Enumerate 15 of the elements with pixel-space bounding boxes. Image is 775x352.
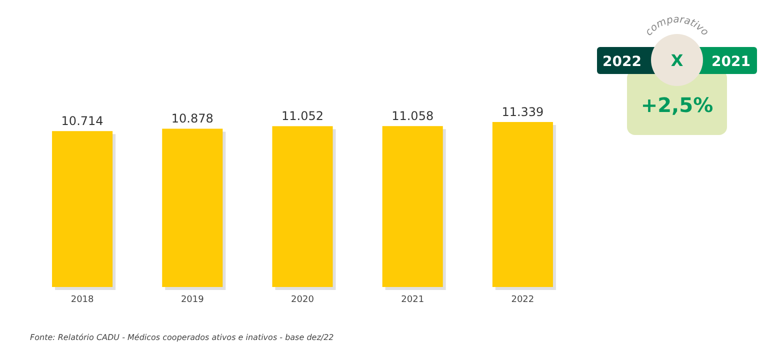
text: 2021: [712, 54, 750, 70]
text: +2,5%: [640, 93, 714, 117]
data-label: 10.714: [61, 114, 104, 128]
x-tick-label: 2020: [291, 295, 314, 305]
data-label: 11.058: [392, 109, 434, 124]
source-note: Fonte: Relatório CADU - Médicos cooperados ativos e inativos - base dez/22: [30, 333, 334, 342]
data-label: 11.052: [282, 109, 324, 124]
x-tick-label: 2022: [511, 295, 534, 305]
x-tick-label: 2019: [180, 295, 204, 305]
text: X: [670, 51, 684, 70]
x-tick-label: 2021: [401, 295, 424, 305]
text: 2022: [602, 54, 642, 70]
data-label: 11.339: [502, 105, 544, 119]
data-label: 10.878: [171, 112, 214, 126]
x-tick-label: 2018: [70, 295, 94, 305]
